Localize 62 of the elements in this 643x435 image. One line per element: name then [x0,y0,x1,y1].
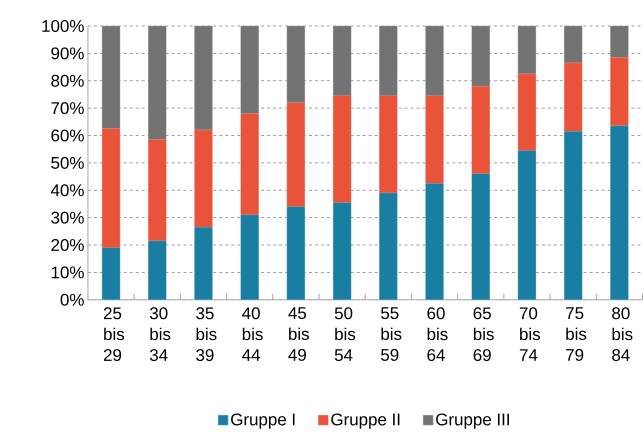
bar [240,26,259,114]
legend-label: Gruppe II [331,414,400,429]
bar [518,26,536,74]
y-tick-label: 0% [60,294,84,306]
x-tick-label: 25 bis 29 [104,307,124,362]
bar [610,26,629,58]
bar [240,214,259,300]
x-tick-label: 50 bis 54 [334,307,356,362]
bar [102,128,120,248]
x-tick-label: 45 bis 49 [288,307,309,362]
bar [425,26,444,96]
bar [194,130,213,228]
bar [286,26,306,104]
bar [425,183,444,300]
bar [332,26,352,96]
bar [286,102,306,208]
x-tick-label: 75 bis 79 [566,307,586,362]
bar [379,192,398,300]
y-tick-label: 50% [51,157,84,170]
bar [564,131,582,300]
bar [564,62,582,132]
y-tick-label: 100% [42,20,84,32]
bar [332,96,352,203]
bar [472,86,490,174]
legend-label: Gruppe III [436,414,509,429]
x-tick-label: 70 bis 74 [520,307,540,362]
bar [610,126,629,300]
bar [610,57,629,126]
y-tick-label: 80% [51,74,84,87]
bar [472,174,490,300]
bar [379,26,398,96]
bar [240,114,259,216]
bar [564,26,582,64]
bar [379,96,398,194]
x-tick-label: 55 bis 59 [381,307,402,362]
bar [102,26,120,130]
x-tick-label: 60 bis 64 [427,307,448,362]
y-tick-label: 10% [52,266,84,279]
bar [148,240,166,300]
bar [148,140,166,242]
bar [194,227,213,300]
x-tick-label: 35 bis 39 [196,307,217,362]
bar [518,74,536,151]
bar [472,26,490,87]
bar [102,248,120,300]
x-tick-label: 65 bis 69 [474,307,494,362]
x-tick-label: 30 bis 34 [150,307,170,362]
x-tick-label: 40 bis 44 [242,307,263,362]
bar [286,206,306,300]
bar [518,150,536,300]
legend-label: Gruppe I [231,414,295,429]
y-tick-label: 60% [51,130,84,142]
y-tick-label: 70% [51,102,84,114]
bar [148,26,166,140]
y-tick-label: 20% [51,239,84,252]
bar [425,96,444,184]
x-tick-label: 80 bis 84 [612,307,632,362]
y-tick-label: 40% [50,184,84,196]
bar [194,26,213,130]
bar [332,202,352,300]
y-tick-label: 30% [51,212,84,224]
y-tick-label: 90% [51,48,84,60]
